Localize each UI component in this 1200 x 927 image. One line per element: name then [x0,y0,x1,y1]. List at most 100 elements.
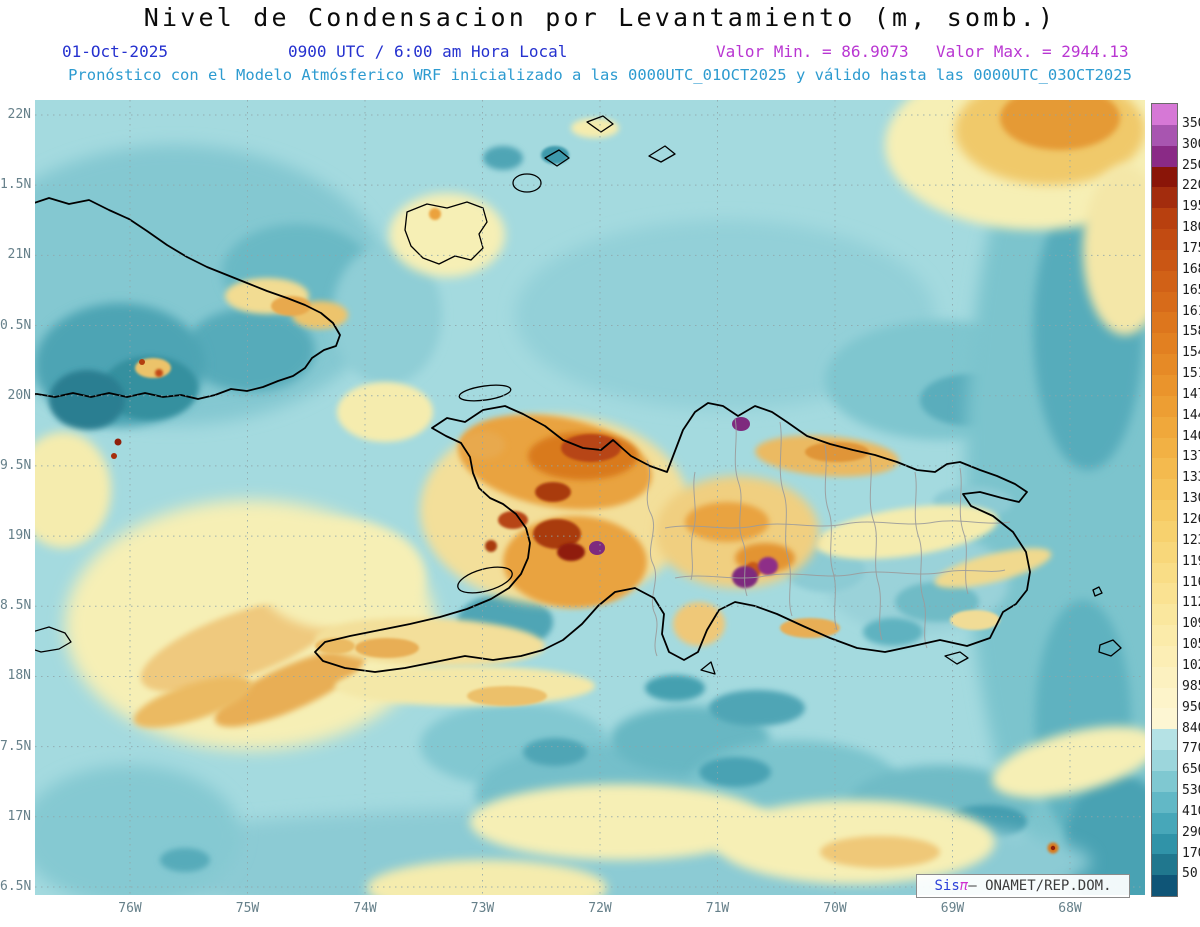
colorbar-cell [1152,562,1177,584]
lat-tick-label: 20N [7,387,31,403]
header-valor-max: Valor Max. = 2944.13 [936,42,1129,61]
islands-mona-area [1092,586,1122,657]
colorbar-label: 1685 [1182,261,1200,277]
colorbar-label: 1950 [1182,199,1200,215]
colorbar-cell [1152,145,1177,167]
colorbar-cell [1152,875,1177,897]
colorbar-label: 1020 [1182,657,1200,673]
coastline-cuba [35,197,341,400]
island-little-inagua [512,173,542,193]
colorbar-label: 1335 [1182,470,1200,486]
lon-tick-label: 71W [705,901,730,916]
colorbar-cell [1152,854,1177,876]
colorbar-label: 1440 [1182,407,1200,423]
lat-tick-label: 22N [7,107,31,122]
lat-tick-label: 7.5N [0,738,31,754]
colorbar-label: 985 [1182,678,1200,694]
colorbar-cell [1152,458,1177,480]
colorbar-label: 1230 [1182,532,1200,548]
colorbar-cell [1152,645,1177,667]
colorbar-label: 2200 [1182,178,1200,194]
lon-tick-label: 74W [353,901,377,916]
colorbar-label: 290 [1182,824,1200,840]
island-beata [700,661,716,675]
colorbar-label: 1195 [1182,553,1200,569]
colorbar-cell [1152,479,1177,501]
island-great-inagua [404,201,488,265]
page-title: Nivel de Condensacion por Levantamiento … [143,3,1057,32]
colorbar-cell [1152,812,1177,834]
colorbar-cell [1152,750,1177,771]
colorbar-label: 1800 [1182,220,1200,236]
watermark-brand-symbol: π [959,878,969,894]
colorbar-cell [1152,354,1177,375]
colorbar-label: 1475 [1182,386,1200,402]
map-canvas [35,100,1145,895]
coastline-hispaniola [314,402,1031,673]
colorbar-cell [1152,687,1177,709]
colorbar-cell [1152,291,1177,313]
colorbar-cell [1152,791,1177,813]
colorbar-label: 3500 [1182,115,1200,131]
colorbar-label: 650 [1182,762,1200,778]
colorbar-cell [1152,333,1177,355]
colorbar-cell [1152,124,1177,146]
lat-tick-label: 17N [7,808,31,824]
colorbar-label: 1370 [1182,449,1200,465]
colorbar-cell [1152,771,1177,792]
colorbar-cell [1152,666,1177,688]
lat-tick-label: 6.5N [0,878,31,894]
colorbar-label: 1055 [1182,637,1200,653]
lat-tick-label: 8.5N [0,598,31,614]
colorbar [1151,103,1178,898]
lat-tick-label: 0.5N [0,317,31,333]
colorbar-label: 1580 [1182,324,1200,340]
colorbar-label: 1090 [1182,616,1200,632]
lon-tick-label: 75W [235,901,260,916]
island-jamaica-fragment [35,626,72,653]
colorbar-label: 410 [1182,803,1200,819]
colorbar-cell [1152,187,1177,209]
colorbar-label: 530 [1182,783,1200,799]
colorbar-cell [1152,604,1177,626]
islands-turks-caicos [544,115,676,167]
colorbar-label: 770 [1182,741,1200,757]
lon-tick-label: 76W [118,901,142,916]
lon-tick-label: 72W [588,901,612,916]
colorbar-cell [1152,583,1177,605]
colorbar-cell [1152,208,1177,230]
colorbar-cell [1152,625,1177,646]
header-valor-min: Valor Min. = 86.9073 [716,42,909,61]
lat-tick-label: 21N [7,247,31,263]
colorbar-cell [1152,541,1177,563]
lon-tick-label: 73W [470,901,495,916]
colorbar-label: 840 [1182,720,1200,736]
watermark-org: – ONAMET/REP.DOM. [968,878,1112,894]
colorbar-cell [1152,270,1177,292]
colorbar-label: 2500 [1182,157,1200,173]
lat-tick-label: 1.5N [0,177,31,193]
island-saona [944,651,969,665]
colorbar-cell [1152,437,1177,459]
lon-tick-label: 68W [1058,901,1082,916]
colorbar-cell [1152,729,1177,751]
colorbar-label: 1650 [1182,282,1200,298]
colorbar-label: 1160 [1182,574,1200,590]
watermark: Sis π – ONAMET/REP.DOM. [916,874,1130,898]
lat-tick-label: 18N [7,668,31,684]
province-borders [646,417,1011,657]
island-tortuga [458,384,512,402]
ocean-shading [35,100,1145,895]
colorbar-cell [1152,500,1177,521]
colorbar-label: 1510 [1182,366,1200,382]
colorbar-label: 1405 [1182,428,1200,444]
colorbar-cell [1152,104,1177,125]
colorbar-cell [1152,229,1177,250]
colorbar-label: 170 [1182,845,1200,861]
colorbar-cell [1152,416,1177,438]
colorbar-cell [1152,166,1177,188]
header-model-line: Pronóstico con el Modelo Atmósferico WRF… [68,66,1132,84]
